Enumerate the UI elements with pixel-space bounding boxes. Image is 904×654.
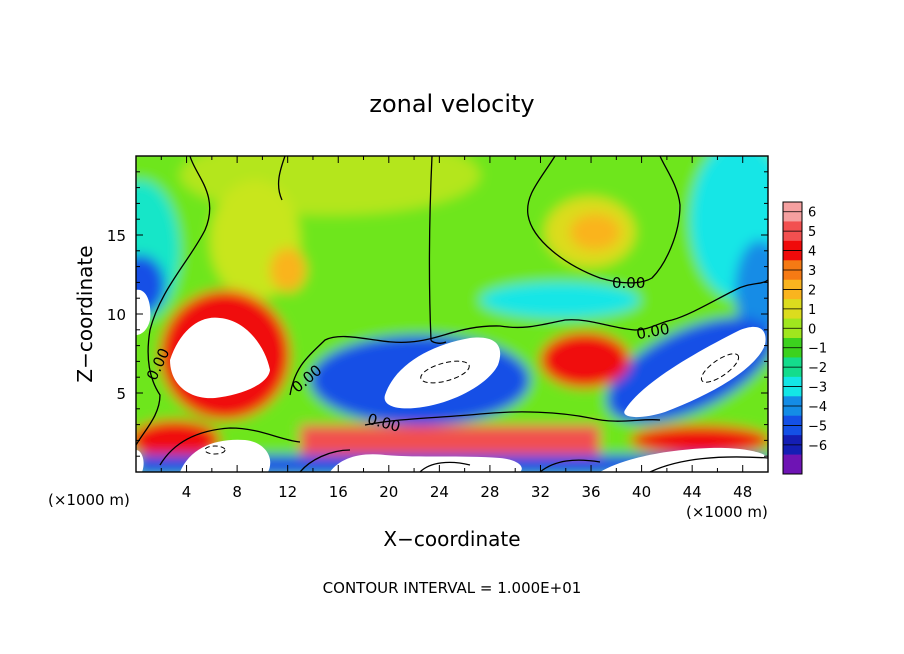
- white-region-right: [624, 326, 766, 418]
- x-tick-label: 44: [683, 483, 702, 501]
- velocity-field: 0.00 0.00 0.00 0.00 0.00: [136, 156, 768, 472]
- colorbar-label: 2: [808, 283, 816, 298]
- contour-bottom-solid: [419, 461, 471, 472]
- contour-zero-3: [428, 156, 447, 344]
- white-region-bottom-center: [330, 454, 522, 472]
- x-axis-label: X−coordinate: [383, 527, 520, 551]
- y-tick-label: 10: [107, 306, 126, 324]
- contour-zero-9: [539, 459, 601, 472]
- contour-interval-footer: CONTOUR INTERVAL = 1.000E+01: [323, 579, 582, 597]
- x-tick-label: 40: [632, 483, 651, 501]
- x-tick-label: 4: [182, 483, 192, 501]
- contour-zero-1: [136, 156, 211, 446]
- colorbar-label: 1: [808, 303, 816, 318]
- colorbar-label: 6: [808, 206, 816, 221]
- white-region-bottom-left: [180, 439, 271, 472]
- colorbar-frame: [782, 201, 803, 475]
- white-region-left-edge-low: [136, 450, 144, 472]
- x-tick-label: 36: [581, 483, 600, 501]
- x-axis: 4 8 12 16 20 24 28 32 36 40 44 48: [160, 156, 752, 501]
- chart-title: zonal velocity: [369, 90, 534, 118]
- contour-label-3: 0.00: [612, 274, 645, 292]
- contour-neg-right: [700, 353, 740, 383]
- contour-neg-bottom: [204, 445, 226, 455]
- colorbar-label: 4: [808, 245, 816, 260]
- colorbar-label: −2: [808, 361, 827, 376]
- colorbar-label: −4: [808, 400, 827, 415]
- white-region-center: [384, 337, 501, 409]
- x-tick-label: 28: [480, 483, 499, 501]
- x-tick-label: 16: [329, 483, 348, 501]
- colorbar-label: −5: [808, 419, 827, 434]
- white-region-left-edge: [136, 289, 151, 335]
- x-tick-label: 8: [232, 483, 242, 501]
- field-red-band-r: [630, 425, 768, 455]
- x-tick-label: 32: [531, 483, 550, 501]
- x-tick-label: 20: [379, 483, 398, 501]
- colorbar-label: 5: [808, 225, 816, 240]
- field-cyan-ribbon: [480, 282, 640, 318]
- colorbar-label: 3: [808, 264, 816, 279]
- field-orange-12: [270, 248, 306, 292]
- y-tick-label: 15: [107, 227, 126, 245]
- colorbar-swatch: [783, 454, 802, 475]
- contour-zero-8: [299, 449, 351, 472]
- y-axis-label: Z−coordinate: [73, 245, 97, 382]
- field-orange-36-core: [570, 214, 620, 250]
- contour-zero-6: [364, 411, 661, 426]
- contour-zero-5: [289, 319, 673, 396]
- x-tick-label: 24: [430, 483, 449, 501]
- contour-label-4: 0.00: [635, 320, 671, 344]
- contour-bottom-solid-2: [649, 456, 768, 472]
- field-right-blue: [735, 240, 768, 340]
- colorbar-label: −1: [808, 342, 827, 357]
- colorbar-label: 0: [808, 322, 816, 337]
- colorbar-label: −3: [808, 381, 827, 396]
- x-unit-left: (×1000 m): [48, 491, 130, 509]
- contour-zero-2: [277, 156, 286, 201]
- x-unit-right: (×1000 m): [686, 503, 768, 521]
- x-tick-label: 48: [733, 483, 752, 501]
- y-tick-label: 5: [116, 385, 126, 403]
- field-red-35: [540, 332, 630, 388]
- x-tick-label: 12: [278, 483, 297, 501]
- contour-zero-4: [526, 156, 681, 284]
- white-region-left: [170, 317, 270, 399]
- y-axis: 5 10 15: [107, 171, 768, 457]
- contour-neg-center: [420, 360, 470, 384]
- colorbar-label: −6: [808, 439, 827, 454]
- colorbar: 6 5 4 3 2 1 0 −1 −2 −3 −4 −5 −6: [782, 201, 827, 475]
- contour-zero-10: [671, 279, 768, 321]
- contour-zero-7: [159, 427, 301, 466]
